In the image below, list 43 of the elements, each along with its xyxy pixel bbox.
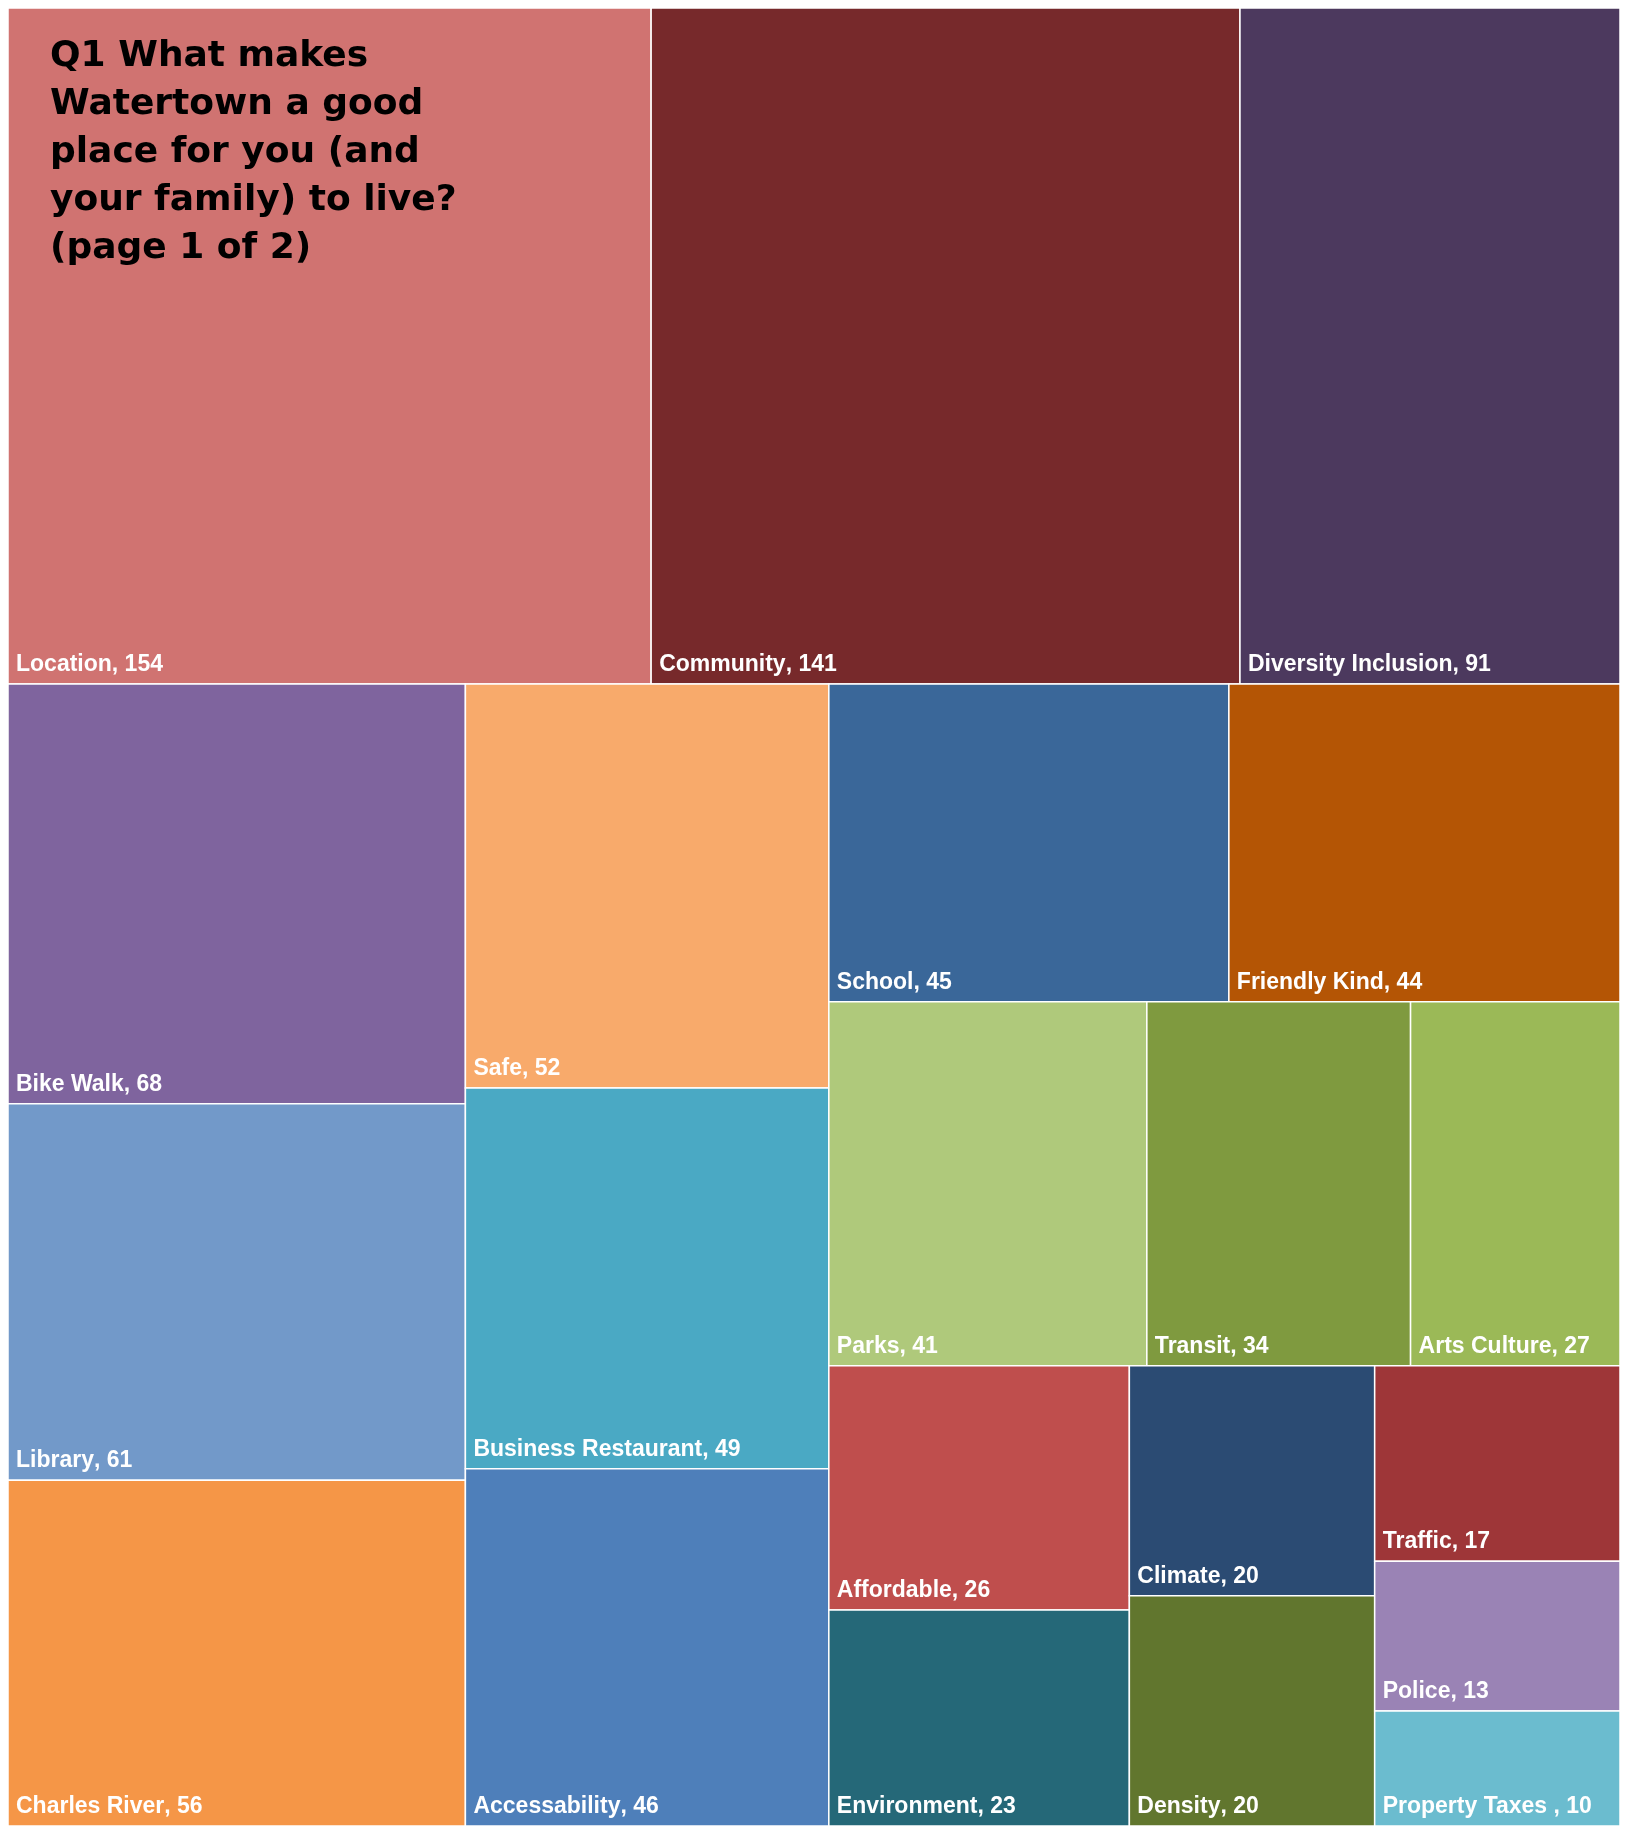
data-label: , 10 xyxy=(1553,1792,1592,1818)
category-label: Density xyxy=(1137,1792,1221,1818)
data-label: , 45 xyxy=(913,967,953,994)
data-label: , 61 xyxy=(93,1446,133,1473)
category-label: Parks xyxy=(836,1331,900,1358)
data-label: , 26 xyxy=(951,1575,991,1602)
category-label: Traffic xyxy=(1382,1527,1452,1554)
category-label: Property Taxes xyxy=(1382,1792,1548,1818)
data-label: , 56 xyxy=(164,1792,203,1818)
category-label: Environment xyxy=(836,1792,978,1818)
category-label: Diversity Inclusion xyxy=(1247,650,1453,677)
category-label: Arts Culture xyxy=(1418,1331,1552,1358)
data-label: , 91 xyxy=(1452,650,1492,677)
data-label: , 49 xyxy=(702,1434,741,1461)
data-label: , 141 xyxy=(785,650,837,677)
category-label: Charles River xyxy=(16,1792,165,1818)
data-label: , 46 xyxy=(620,1792,659,1818)
data-label: , 13 xyxy=(1450,1676,1489,1703)
data-label: , 20 xyxy=(1220,1792,1259,1818)
category-label: Location xyxy=(16,650,112,677)
category-label: Police xyxy=(1382,1676,1451,1703)
category-label: Safe xyxy=(473,1054,522,1081)
category-label: Friendly Kind xyxy=(1236,967,1384,994)
data-label: , 41 xyxy=(899,1331,939,1358)
category-label: School xyxy=(836,967,914,994)
data-label: , 44 xyxy=(1383,967,1423,994)
category-label: Climate xyxy=(1137,1561,1221,1588)
category-label: Library xyxy=(16,1446,95,1473)
category-label: Community xyxy=(659,650,786,677)
data-label: , 23 xyxy=(977,1792,1016,1818)
data-label: , 154 xyxy=(111,650,164,677)
text: Q1 What makes Watertown a good place for you (and your family) to live? (page 1 of 2) xyxy=(50,33,457,266)
data-label: , 27 xyxy=(1551,1331,1590,1358)
category-label: Affordable xyxy=(836,1575,952,1602)
category-label: Accessability xyxy=(473,1792,621,1818)
data-label: , 52 xyxy=(521,1054,561,1081)
data-label: , 20 xyxy=(1220,1561,1259,1588)
data-label: , 34 xyxy=(1230,1331,1269,1358)
category-label: Bike Walk xyxy=(16,1069,125,1096)
category-label: Transit xyxy=(1154,1331,1231,1358)
data-label: , 68 xyxy=(123,1069,163,1096)
data-label: , 17 xyxy=(1451,1527,1491,1554)
category-label: Business Restaurant xyxy=(473,1434,703,1461)
